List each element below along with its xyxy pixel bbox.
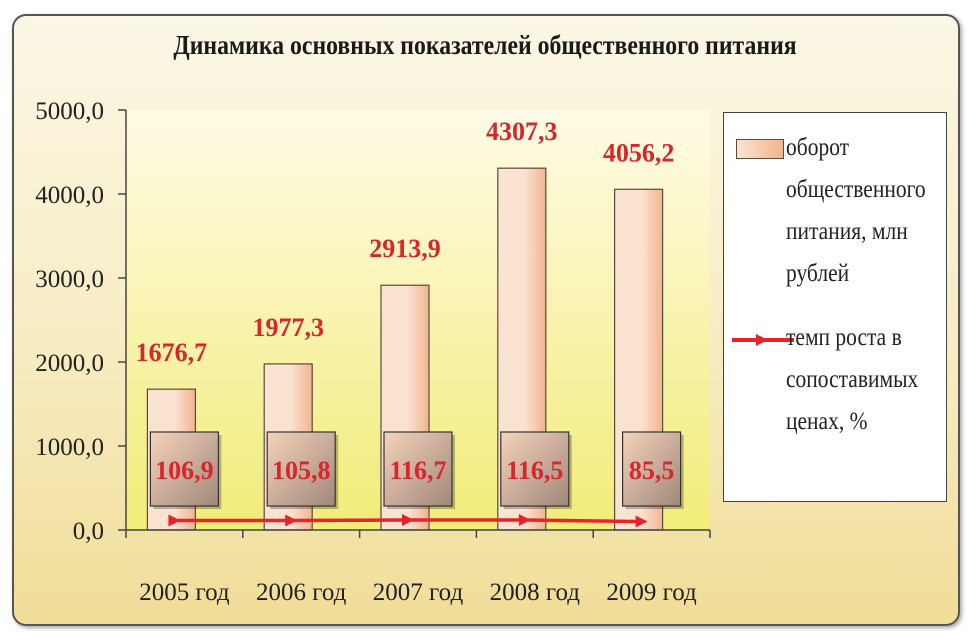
y-tick-label-4: 4000,0 [35,182,104,209]
bar-value-label-2: 2913,9 [369,234,441,263]
x-tick-label-3: 2008 год [490,579,581,606]
growth-value-label-2: 116,7 [389,456,446,485]
growth-value-label-0: 106,9 [155,456,214,485]
y-tick-label-1: 1000,0 [35,434,104,461]
legend-bar-swatch [736,139,784,159]
growth-box-1 [266,431,336,507]
chart-title: Динамика основных показателей общественн… [173,30,797,60]
bar-value-label-0: 1676,7 [136,338,208,367]
y-tick-label-5: 5000,0 [35,98,104,125]
y-tick-label-3: 3000,0 [35,266,104,293]
growth-marker-4 [635,515,648,528]
x-tick-label-1: 2006 год [256,579,347,606]
y-tick-label-2: 2000,0 [35,350,104,377]
x-tick-label-2: 2007 год [373,579,464,606]
legend-bar-label: оборот общественного питания, млн рублей [786,134,926,287]
growth-marker-0 [168,514,181,527]
x-tick-label-4: 2009 год [606,579,697,606]
growth-box-2 [383,431,453,507]
bar-value-label-1: 1977,3 [252,313,324,342]
bar-value-label-4: 4056,2 [603,138,675,167]
growth-box-3 [500,431,570,507]
growth-value-label-1: 105,8 [272,456,331,485]
growth-marker-1 [285,514,298,527]
growth-box-0 [149,431,219,507]
legend: оборот общественного питания, млн рублей… [723,112,947,502]
bar-value-label-3: 4307,3 [486,117,558,146]
growth-value-label-3: 116,5 [506,456,563,485]
growth-value-label-4: 85,5 [629,456,675,485]
growth-marker-3 [518,514,531,527]
legend-line-label: темп роста в сопоставимых ценах, % [786,324,919,435]
y-tick-label-0: 0,0 [73,518,104,545]
legend-line-marker [756,334,768,346]
growth-box-4 [621,431,682,507]
x-tick-label-0: 2005 год [139,579,230,606]
growth-marker-2 [402,514,414,526]
